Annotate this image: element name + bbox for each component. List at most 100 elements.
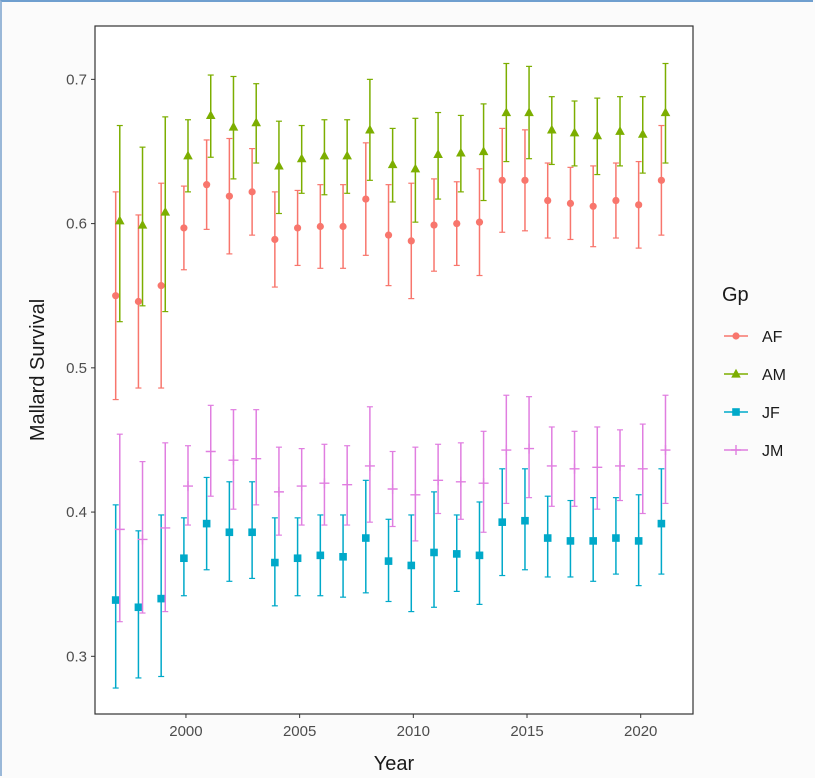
point-jm [160, 522, 171, 533]
point-am [205, 110, 216, 120]
point-af [635, 201, 643, 209]
point-am [456, 147, 466, 157]
point-jf [134, 603, 143, 612]
point-jm [524, 443, 535, 454]
point-af [271, 235, 279, 244]
legend-key-marker-am [731, 368, 741, 378]
point-am [274, 160, 284, 170]
point-af [475, 218, 484, 226]
point-jm [137, 534, 148, 545]
point-am [433, 149, 443, 158]
x-axis-title: Year [374, 753, 415, 775]
point-am [592, 130, 603, 140]
point-jm [615, 460, 626, 471]
point-jf [430, 548, 438, 557]
point-am [546, 124, 557, 134]
x-tick-label: 2015 [510, 723, 543, 740]
point-jm [387, 483, 398, 494]
x-axis: 2000 2005 2010 2015 2020 [169, 714, 657, 740]
point-af [384, 231, 393, 239]
plot-marks [111, 62, 671, 689]
point-af [134, 297, 143, 306]
point-am [296, 153, 307, 163]
legend-label-am: AM [762, 367, 786, 384]
point-jm [205, 446, 216, 457]
point-am [387, 159, 398, 169]
point-jm [114, 524, 125, 535]
point-am [342, 150, 352, 160]
x-tick-label: 2020 [624, 723, 657, 740]
point-am [569, 127, 580, 137]
point-am [137, 219, 148, 229]
point-af [362, 195, 370, 203]
point-jm [455, 476, 466, 487]
x-tick-label: 2000 [169, 723, 202, 740]
point-jf [362, 534, 370, 542]
point-jf [498, 518, 507, 526]
point-af [248, 188, 256, 196]
point-jf [180, 554, 188, 563]
point-jf [589, 537, 597, 545]
series-jm [114, 394, 671, 623]
point-jf [384, 557, 393, 565]
point-am [228, 121, 239, 131]
point-jf [248, 528, 256, 537]
point-jm [319, 478, 330, 489]
point-jf [225, 528, 234, 537]
point-jm [296, 481, 307, 492]
point-jm [342, 479, 353, 490]
point-af [544, 196, 552, 205]
legend-title: Gp [722, 284, 749, 306]
point-jf [316, 551, 325, 560]
point-jf [407, 561, 416, 570]
y-axis: 0.3 0.4 0.5 0.6 0.7 [66, 71, 95, 665]
y-axis-title: Mallard Survival [27, 299, 49, 441]
point-af [293, 224, 302, 232]
point-af [521, 176, 529, 184]
legend-key-marker-jf [732, 408, 740, 416]
point-am [319, 150, 330, 160]
point-jm [478, 478, 489, 489]
point-af [316, 222, 324, 231]
point-am [183, 150, 193, 160]
point-jf [543, 534, 552, 542]
plot-panel [94, 25, 694, 715]
point-jf [293, 554, 302, 563]
point-jf [521, 516, 529, 525]
point-af [339, 222, 347, 231]
legend-label-jm: JM [762, 443, 783, 460]
point-jm [660, 445, 671, 456]
series-am [114, 62, 671, 323]
point-jm [433, 475, 444, 486]
point-jm [501, 445, 512, 456]
legend-label-af: AF [762, 329, 783, 346]
legend: Gp AF AM JF JM [722, 284, 786, 460]
point-jm [546, 460, 557, 471]
point-jm [182, 481, 193, 492]
point-jm [569, 463, 580, 474]
point-jf [339, 552, 347, 561]
legend-label-jf: JF [762, 405, 780, 422]
point-am [410, 163, 421, 173]
point-jf [566, 537, 575, 545]
point-af [225, 192, 233, 200]
point-am [637, 128, 648, 138]
point-jf [271, 558, 279, 567]
point-am [660, 107, 671, 117]
y-tick-label: 0.6 [66, 216, 87, 233]
point-af [498, 176, 506, 184]
point-af [407, 237, 415, 245]
point-jf [111, 596, 120, 604]
point-jm [273, 486, 284, 497]
point-af [157, 282, 165, 290]
point-am [501, 107, 512, 117]
point-jm [251, 453, 262, 464]
point-jf [202, 519, 211, 528]
series-jf [111, 468, 666, 689]
point-jm [637, 463, 648, 474]
point-jf [634, 537, 643, 545]
point-af [180, 224, 188, 232]
point-af [657, 176, 665, 184]
point-jf [612, 534, 620, 542]
